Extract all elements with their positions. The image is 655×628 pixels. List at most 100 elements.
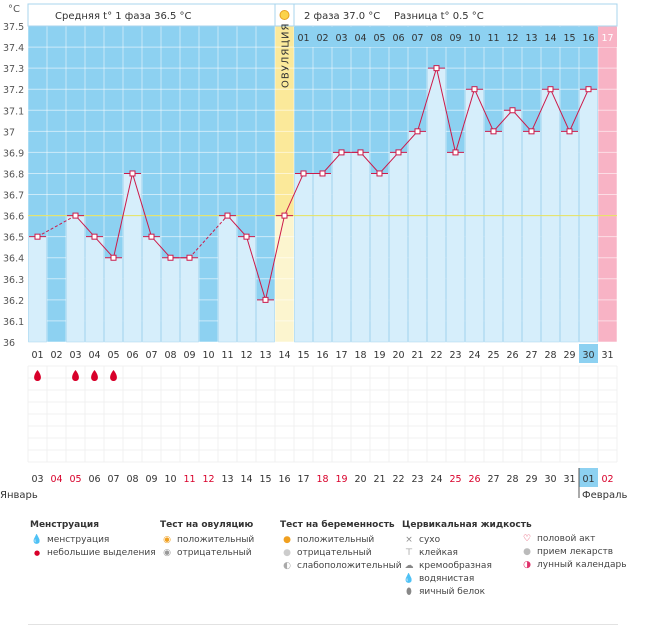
intercourse-icon: ♡ xyxy=(522,534,532,544)
cycle-day-label: 04 xyxy=(88,350,100,361)
ovulation-negative-icon: ◉ xyxy=(163,548,171,558)
date-label: 30 xyxy=(544,474,556,485)
divider xyxy=(28,624,618,625)
date-label: 04 xyxy=(50,474,62,485)
legend-item: ♡ половой акт xyxy=(520,533,627,546)
temperature-point xyxy=(148,233,155,240)
date-label: 31 xyxy=(563,474,575,485)
legend-label: клейкая xyxy=(419,548,458,558)
temperature-point xyxy=(509,107,516,114)
y-tick-label: 36.8 xyxy=(3,169,24,180)
phase2-day-cell xyxy=(465,27,484,47)
legend-label: водянистая xyxy=(419,574,475,584)
temperature-point xyxy=(186,254,193,261)
temperature-difference-text: Разница t° 0.5 °C xyxy=(394,11,484,22)
legend-item: × сухо xyxy=(402,534,532,547)
date-label: 07 xyxy=(107,474,119,485)
temperature-bar xyxy=(104,257,123,343)
cycle-day-label: 02 xyxy=(50,350,62,361)
legend-item: ◉ отрицательный xyxy=(160,547,254,560)
phase2-day-label: 01 xyxy=(297,33,309,44)
pregnancy-negative-icon: ● xyxy=(283,548,291,558)
date-label: 28 xyxy=(506,474,518,485)
phase2-day-cell xyxy=(294,27,313,47)
phase2-day-cell xyxy=(389,27,408,47)
phase2-day-cell xyxy=(598,27,617,47)
temperature-point xyxy=(452,149,459,156)
legend-item: 💧 водянистая xyxy=(402,573,532,586)
y-tick-label: 36.7 xyxy=(3,191,24,202)
temperature-bar xyxy=(256,299,275,343)
cycle-day-label: 03 xyxy=(69,350,81,361)
cycle-day-label: 19 xyxy=(373,350,385,361)
temperature-point xyxy=(338,149,345,156)
lunar-calendar-icon: ◑ xyxy=(523,560,531,570)
phase2-day-label: 16 xyxy=(582,33,594,44)
y-tick-label: 36.9 xyxy=(3,148,24,159)
menstruation-icon xyxy=(72,370,79,381)
temperature-bar xyxy=(66,215,85,343)
legend-item: ● положительный xyxy=(280,534,402,547)
temperature-line-gap xyxy=(189,215,228,259)
legend-label: отрицательный xyxy=(177,548,252,558)
phase2-day-label: 03 xyxy=(335,33,347,44)
phase2-day-cell xyxy=(541,27,560,47)
legend-label: отрицательный xyxy=(297,548,372,558)
legend-label: слабоположительный xyxy=(297,561,402,571)
temperature-point xyxy=(528,128,535,135)
temperature-bar xyxy=(332,152,351,343)
temperature-bar xyxy=(427,67,446,343)
y-tick-label: 36.3 xyxy=(3,275,24,286)
cycle-day-label: 13 xyxy=(259,350,271,361)
legend-ovulation-test: Тест на овуляцию ◉ положительный ◉ отрицат… xyxy=(160,520,254,560)
temperature-bar xyxy=(522,131,541,343)
phase2-day-cell xyxy=(484,27,503,47)
temperature-bar xyxy=(351,152,370,343)
phase2-day-label: 11 xyxy=(487,33,499,44)
legend-item: ● отрицательный xyxy=(280,547,402,560)
date-label: 13 xyxy=(221,474,233,485)
temperature-bar xyxy=(446,152,465,343)
phase2-day-label: 09 xyxy=(449,33,461,44)
cycle-day-label: 01 xyxy=(31,350,43,361)
pregnancy-weak-icon: ◐ xyxy=(283,561,291,571)
legend-title: Менструация xyxy=(30,520,99,530)
creamy-icon: ☁ xyxy=(404,561,414,571)
temperature-point xyxy=(395,149,402,156)
temperature-point xyxy=(91,233,98,240)
y-tick-label: 36.6 xyxy=(3,212,24,223)
date-label: 15 xyxy=(259,474,271,485)
date-label: 02 xyxy=(601,474,613,485)
pregnancy-positive-icon: ● xyxy=(283,535,291,545)
temperature-bar xyxy=(503,110,522,343)
legend-title: Тест на овуляцию xyxy=(160,520,254,530)
temperature-point xyxy=(433,65,440,72)
legend-item: ⬮ яичный белок xyxy=(402,586,532,599)
legend-label: менструация xyxy=(47,535,110,545)
legend-label: небольшие выделения xyxy=(47,548,156,558)
cycle-day-label: 29 xyxy=(563,350,575,361)
menstruation-icon xyxy=(91,370,98,381)
phase2-day-label: 08 xyxy=(430,33,442,44)
temperature-point xyxy=(585,86,592,93)
y-tick-label: 36.4 xyxy=(3,254,24,265)
month-label-start: Январь xyxy=(0,490,38,501)
temperature-point xyxy=(167,254,174,261)
medicine-icon: ● xyxy=(523,547,531,557)
legend-label: положительный xyxy=(177,535,255,545)
temperature-point xyxy=(357,149,364,156)
date-label: 11 xyxy=(183,474,195,485)
phase2-day-label: 05 xyxy=(373,33,385,44)
legend-label: прием лекарств xyxy=(537,547,614,557)
temperature-bar xyxy=(218,215,237,343)
cycle-day-label: 23 xyxy=(449,350,461,361)
legend-title: Тест на беременность xyxy=(280,520,395,530)
date-label: 29 xyxy=(525,474,537,485)
ovulation-label: ОВУЛЯЦИЯ xyxy=(281,23,292,89)
temperature-point xyxy=(34,233,41,240)
temperature-point xyxy=(376,170,383,177)
legend-label: кремообразная xyxy=(419,561,492,571)
temperature-bar xyxy=(313,173,332,343)
y-tick-label: 37.1 xyxy=(3,106,24,117)
cycle-day-label: 10 xyxy=(202,350,214,361)
